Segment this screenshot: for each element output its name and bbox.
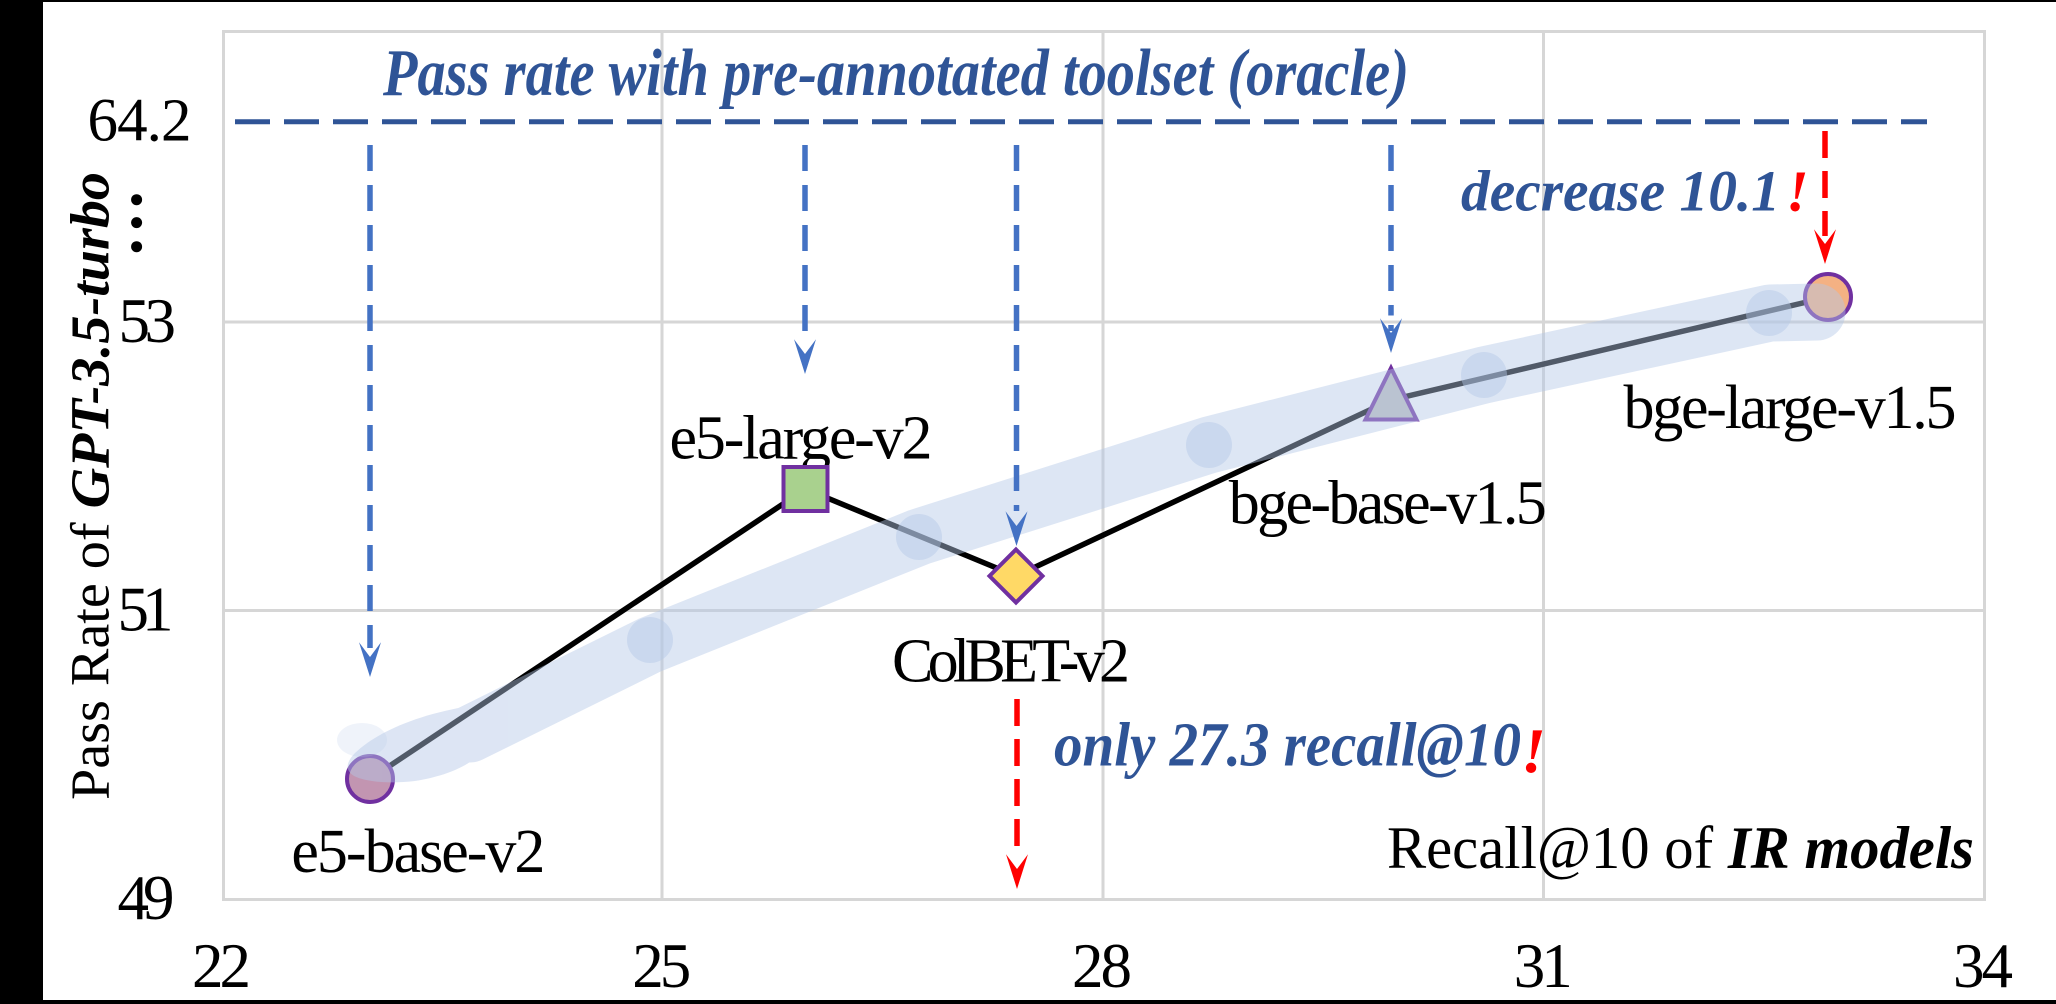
svg-text:51: 51 bbox=[118, 575, 174, 645]
svg-text:25: 25 bbox=[632, 931, 691, 1001]
svg-text:22: 22 bbox=[192, 931, 251, 1001]
svg-text:!: ! bbox=[1786, 159, 1809, 224]
svg-text:64.2: 64.2 bbox=[88, 88, 192, 155]
svg-text:31: 31 bbox=[1514, 931, 1573, 1001]
svg-text:!: ! bbox=[1521, 715, 1546, 786]
svg-text:Pass rate with pre-annotated t: Pass rate with pre-annotated toolset (or… bbox=[382, 36, 1409, 110]
svg-text:only 27.3 recall@10: only 27.3 recall@10 bbox=[1054, 712, 1521, 780]
svg-text:e5-large-v2: e5-large-v2 bbox=[670, 405, 933, 473]
svg-text:53: 53 bbox=[119, 286, 177, 356]
svg-text:Recall@10 of IR models: Recall@10 of IR models bbox=[1387, 815, 1974, 881]
svg-text:bge-large-v1.5: bge-large-v1.5 bbox=[1624, 374, 1957, 442]
svg-text:Pass Rate of GPT-3.5-turbo: Pass Rate of GPT-3.5-turbo bbox=[60, 172, 121, 800]
svg-text:e5-base-v2: e5-base-v2 bbox=[291, 818, 545, 886]
svg-text:34: 34 bbox=[1953, 931, 2013, 1001]
svg-text:28: 28 bbox=[1072, 931, 1132, 1001]
svg-text:49: 49 bbox=[118, 863, 175, 933]
svg-text:ColBET-v2: ColBET-v2 bbox=[892, 627, 1130, 695]
svg-text:decrease 10.1: decrease 10.1 bbox=[1461, 159, 1780, 224]
svg-text:bge-base-v1.5: bge-base-v1.5 bbox=[1229, 470, 1547, 538]
